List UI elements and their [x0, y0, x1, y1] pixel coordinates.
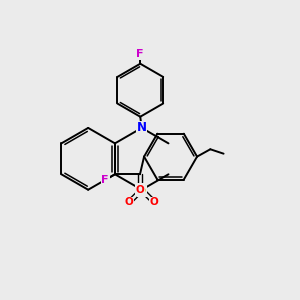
Text: N: N	[137, 122, 147, 134]
Text: O: O	[136, 184, 144, 195]
Text: F: F	[136, 49, 144, 59]
Text: O: O	[125, 197, 134, 207]
Text: O: O	[150, 197, 158, 207]
Text: S: S	[137, 183, 146, 196]
Text: F: F	[101, 175, 109, 185]
